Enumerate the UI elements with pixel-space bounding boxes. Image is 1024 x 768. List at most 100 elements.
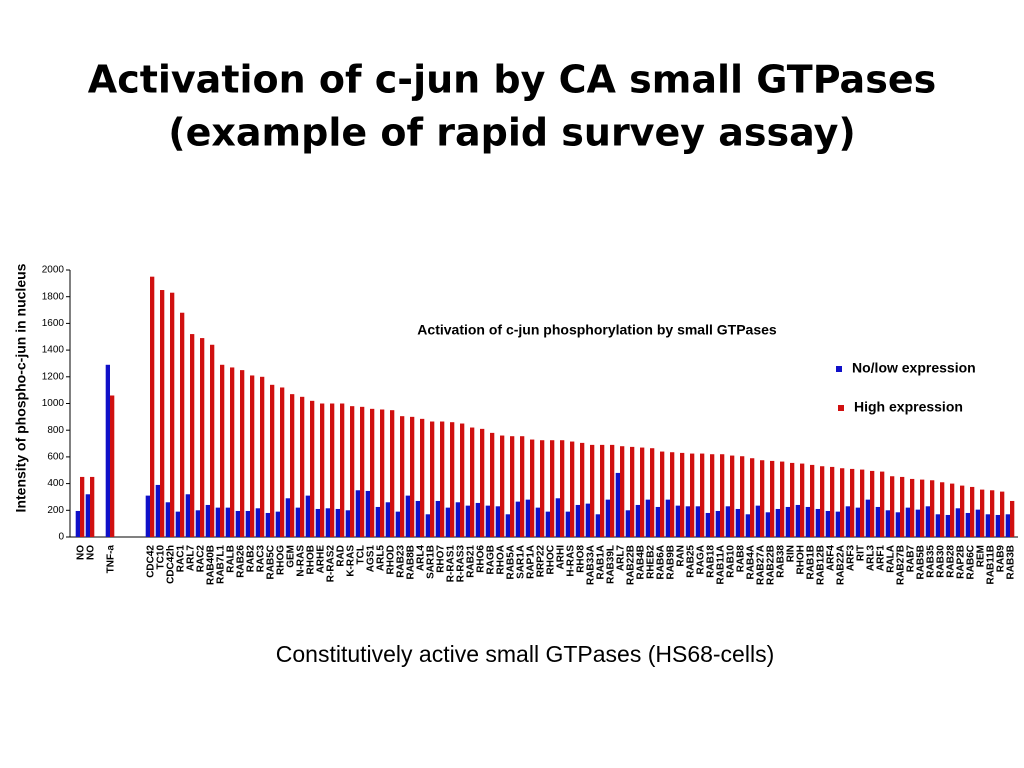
x-tick-label: RAB22A — [836, 545, 847, 585]
bar — [340, 403, 345, 537]
y-tick-label: 1400 — [42, 345, 65, 356]
x-tick-label: RAP1A — [526, 545, 537, 579]
bar — [325, 508, 330, 537]
x-tick-label: ARL7 — [616, 545, 627, 572]
bar — [575, 504, 580, 537]
bar — [990, 490, 995, 537]
bar — [595, 514, 600, 537]
x-tick-label: RAB1B — [806, 545, 817, 579]
x-tick-label: ARF4 — [826, 545, 837, 572]
bar — [985, 514, 990, 537]
x-tick-label: RHO7 — [436, 545, 447, 573]
x-tick-label: RAB39L — [606, 545, 617, 584]
bar — [850, 468, 855, 537]
x-tick-label: RAB22B — [766, 545, 777, 585]
bar — [965, 512, 970, 537]
x-tick-label: RAB30 — [936, 545, 947, 578]
bar — [525, 499, 530, 537]
bar — [610, 444, 615, 537]
x-tick-label: RHO8 — [576, 545, 587, 573]
legend-swatch — [838, 405, 844, 411]
bar — [170, 292, 175, 537]
bar — [105, 364, 110, 537]
x-tick-label: RHEB2 — [646, 545, 657, 579]
bar — [350, 406, 355, 537]
bar — [265, 512, 270, 537]
bar — [840, 468, 845, 537]
bar — [215, 507, 220, 537]
x-tick-label: ARL5 — [376, 545, 387, 572]
bar — [920, 479, 925, 537]
bar — [970, 486, 975, 537]
bar — [570, 441, 575, 537]
x-tick-label: RAGA — [696, 545, 707, 574]
bar — [370, 408, 375, 537]
x-tick-label: RAB21 — [466, 545, 477, 578]
bar — [315, 508, 320, 537]
x-tick-label: RAC3 — [256, 545, 267, 573]
bar — [335, 508, 340, 537]
bar — [260, 376, 265, 537]
bar — [435, 500, 440, 537]
x-tick-label: RAB18 — [706, 545, 717, 578]
bar — [515, 501, 520, 537]
bar — [530, 439, 535, 537]
bar — [720, 454, 725, 537]
bar — [780, 461, 785, 537]
bar — [660, 451, 665, 537]
bar — [640, 447, 645, 537]
bar — [590, 444, 595, 537]
bar — [930, 480, 935, 537]
bar — [580, 442, 585, 537]
x-tick-label: TC10 — [156, 545, 167, 570]
bar — [495, 506, 500, 537]
bar — [565, 511, 570, 537]
x-tick-label: RRP22 — [536, 545, 547, 578]
x-tick-label: RAB6A — [656, 545, 667, 579]
bar — [255, 508, 260, 537]
x-tick-label: GEM — [286, 545, 297, 568]
x-tick-label: RAB40B — [206, 545, 217, 585]
y-axis-label: Intensity of phospho-c-jun in nucleus — [13, 263, 29, 512]
bar — [830, 466, 835, 537]
bar — [875, 506, 880, 537]
x-tick-label: ARHI — [556, 545, 567, 570]
bar — [545, 511, 550, 537]
x-tick-label: RAB23 — [396, 545, 407, 578]
bar — [190, 334, 195, 537]
bar — [150, 276, 155, 537]
bar — [935, 514, 940, 537]
bar — [860, 469, 865, 537]
bar — [955, 508, 960, 537]
x-tick-label: ARL4 — [416, 545, 427, 572]
bar — [360, 406, 365, 537]
bar — [560, 440, 565, 537]
x-tick-label: AGS1 — [366, 545, 377, 573]
bar — [750, 458, 755, 537]
x-tick-label: RAB8 — [736, 545, 747, 573]
y-tick-label: 600 — [47, 452, 64, 463]
bar — [300, 396, 305, 537]
x-tick-label: RAB9B — [666, 545, 677, 579]
bar — [760, 460, 765, 537]
bar — [425, 514, 430, 537]
bar — [535, 507, 540, 537]
bar — [915, 509, 920, 537]
bar — [285, 498, 290, 537]
y-tick-label: 1800 — [42, 291, 65, 302]
x-tick-label: RAB27B — [896, 545, 907, 585]
x-tick-label: H-RAS — [566, 545, 577, 577]
bar — [455, 502, 460, 537]
bar — [905, 507, 910, 537]
bar — [865, 499, 870, 537]
x-tick-label: NO — [76, 545, 87, 560]
x-tick-label: RAB11B — [986, 545, 997, 584]
bar — [450, 422, 455, 537]
bar — [1000, 491, 1005, 537]
bar — [650, 448, 655, 537]
x-tick-label: RAB38 — [776, 545, 787, 578]
bar — [240, 370, 245, 537]
bar — [725, 506, 730, 537]
bar — [950, 483, 955, 537]
